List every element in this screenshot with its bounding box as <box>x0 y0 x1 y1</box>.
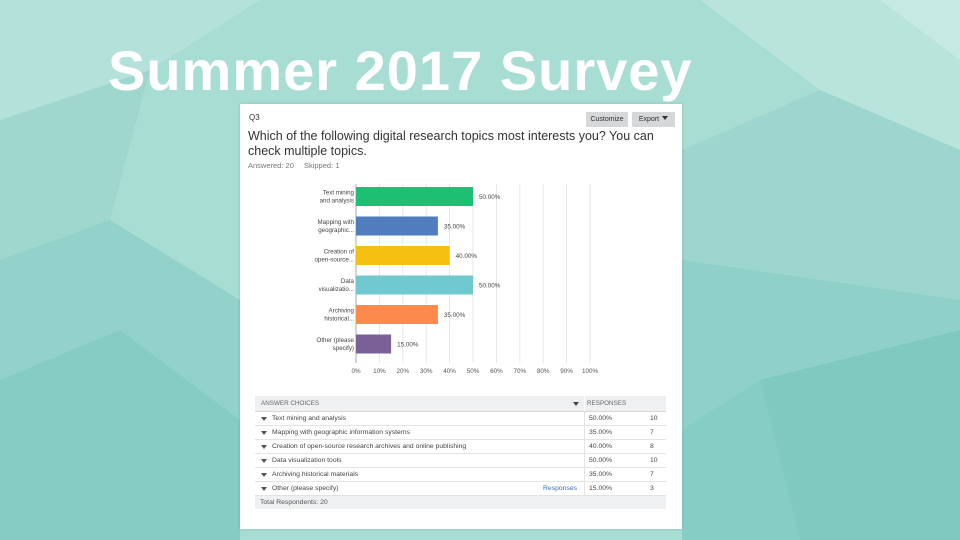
survey-question-card: Q3 Customize Export Which of the followi… <box>240 104 682 529</box>
x-tick-label: 30% <box>420 368 433 375</box>
response-count: 10 <box>650 457 658 464</box>
total-respondents: Total Respondents: 20 <box>260 499 328 506</box>
category-label: Mapping with geographic... <box>318 219 355 234</box>
expand-arrow-icon[interactable] <box>261 459 267 463</box>
question-text: Which of the following digital research … <box>248 129 654 158</box>
expand-arrow-icon[interactable] <box>261 417 267 421</box>
question-number: Q3 <box>249 113 260 122</box>
customize-label: Customize <box>590 116 624 123</box>
x-tick-label: 20% <box>396 368 409 375</box>
skipped-count: Skipped: 1 <box>303 161 340 170</box>
response-count: 8 <box>650 443 654 450</box>
data-label: 35.00% <box>444 224 466 231</box>
response-percent: 15.00% <box>589 485 613 492</box>
response-percent: 50.00% <box>589 415 613 422</box>
bar <box>356 305 438 324</box>
bar <box>356 187 473 206</box>
table-row: Mapping with geographic information syst… <box>255 426 666 440</box>
answer-choice-label: Mapping with geographic information syst… <box>272 429 410 436</box>
table-row: Other (please specify) Responses 15.00% 3 <box>255 482 666 496</box>
table-row: Archiving historical materials 35.00% 7 <box>255 468 666 482</box>
bar <box>356 216 438 236</box>
response-percent: 35.00% <box>589 471 613 478</box>
table-footer: Total Respondents: 20 <box>255 496 666 509</box>
customize-button[interactable]: Customize <box>586 112 628 127</box>
x-tick-label: 60% <box>490 368 503 375</box>
expand-arrow-icon[interactable] <box>261 473 267 477</box>
response-count: 3 <box>650 485 654 492</box>
export-label: Export <box>638 116 660 123</box>
bar <box>356 275 473 295</box>
header-answer-choices: ANSWER CHOICES <box>261 400 320 407</box>
bar-chart: 0% 10% 20% 30% 40% 50% 60% 70% 80% 90% 100% Text mi… <box>314 184 599 375</box>
x-tick-label: 70% <box>513 368 526 375</box>
data-label: 15.00% <box>397 342 419 349</box>
header-responses: RESPONSES <box>587 400 627 407</box>
data-label: 50.00% <box>479 283 501 290</box>
expand-arrow-icon[interactable] <box>261 431 267 435</box>
table-header: ANSWER CHOICES RESPONSES <box>255 396 666 412</box>
expand-arrow-icon[interactable] <box>261 445 267 449</box>
response-percent: 40.00% <box>589 443 613 450</box>
x-tick-label: 10% <box>373 368 386 375</box>
expand-arrow-icon[interactable] <box>261 487 267 491</box>
response-meta: Answered: 20 Skipped: 1 <box>248 161 347 170</box>
x-tick-label: 40% <box>443 368 456 375</box>
chevron-down-icon <box>662 116 669 120</box>
answered-count: Answered: 20 <box>248 161 294 170</box>
answer-choice-label: Archiving historical materials <box>272 471 359 478</box>
answer-choice-label: Text mining and analysis <box>272 415 347 422</box>
category-label: Data visualizatio... <box>319 278 355 293</box>
x-tick-label: 50% <box>467 368 480 375</box>
table-row: Data visualization tools 50.00% 10 <box>255 454 666 468</box>
responses-link[interactable]: Responses <box>543 485 578 492</box>
slide-title: Summer 2017 Survey <box>108 39 693 102</box>
bar <box>356 246 450 265</box>
data-label: 50.00% <box>479 194 501 201</box>
category-label: Text mining and analysis <box>320 190 355 205</box>
response-percent: 35.00% <box>589 429 613 436</box>
x-tick-label: 90% <box>560 368 573 375</box>
data-label: 40.00% <box>456 253 478 260</box>
response-percent: 50.00% <box>589 457 613 464</box>
x-tick-label: 0% <box>351 368 361 375</box>
table-row: Creation of open-source research archive… <box>255 440 666 454</box>
export-button[interactable]: Export <box>632 112 675 127</box>
answer-choice-label: Creation of open-source research archive… <box>272 443 467 450</box>
answer-choice-label: Data visualization tools <box>272 457 342 464</box>
category-label: Other (please specify) <box>317 337 355 352</box>
answer-choice-label: Other (please specify) <box>272 485 339 492</box>
x-tick-label: 100% <box>582 368 599 375</box>
data-label: 35.00% <box>444 312 466 319</box>
table-row: Text mining and analysis 50.00% 10 <box>255 412 666 426</box>
x-tick-label: 80% <box>537 368 550 375</box>
category-label: Archiving historical... <box>324 308 354 323</box>
bar <box>356 334 392 354</box>
answer-table: ANSWER CHOICES RESPONSES Text mining and… <box>255 396 666 509</box>
category-label: Creation of open-source... <box>314 249 354 264</box>
response-count: 10 <box>650 415 658 422</box>
response-count: 7 <box>650 429 654 436</box>
response-count: 7 <box>650 471 654 478</box>
sort-arrow-icon[interactable] <box>573 402 579 406</box>
